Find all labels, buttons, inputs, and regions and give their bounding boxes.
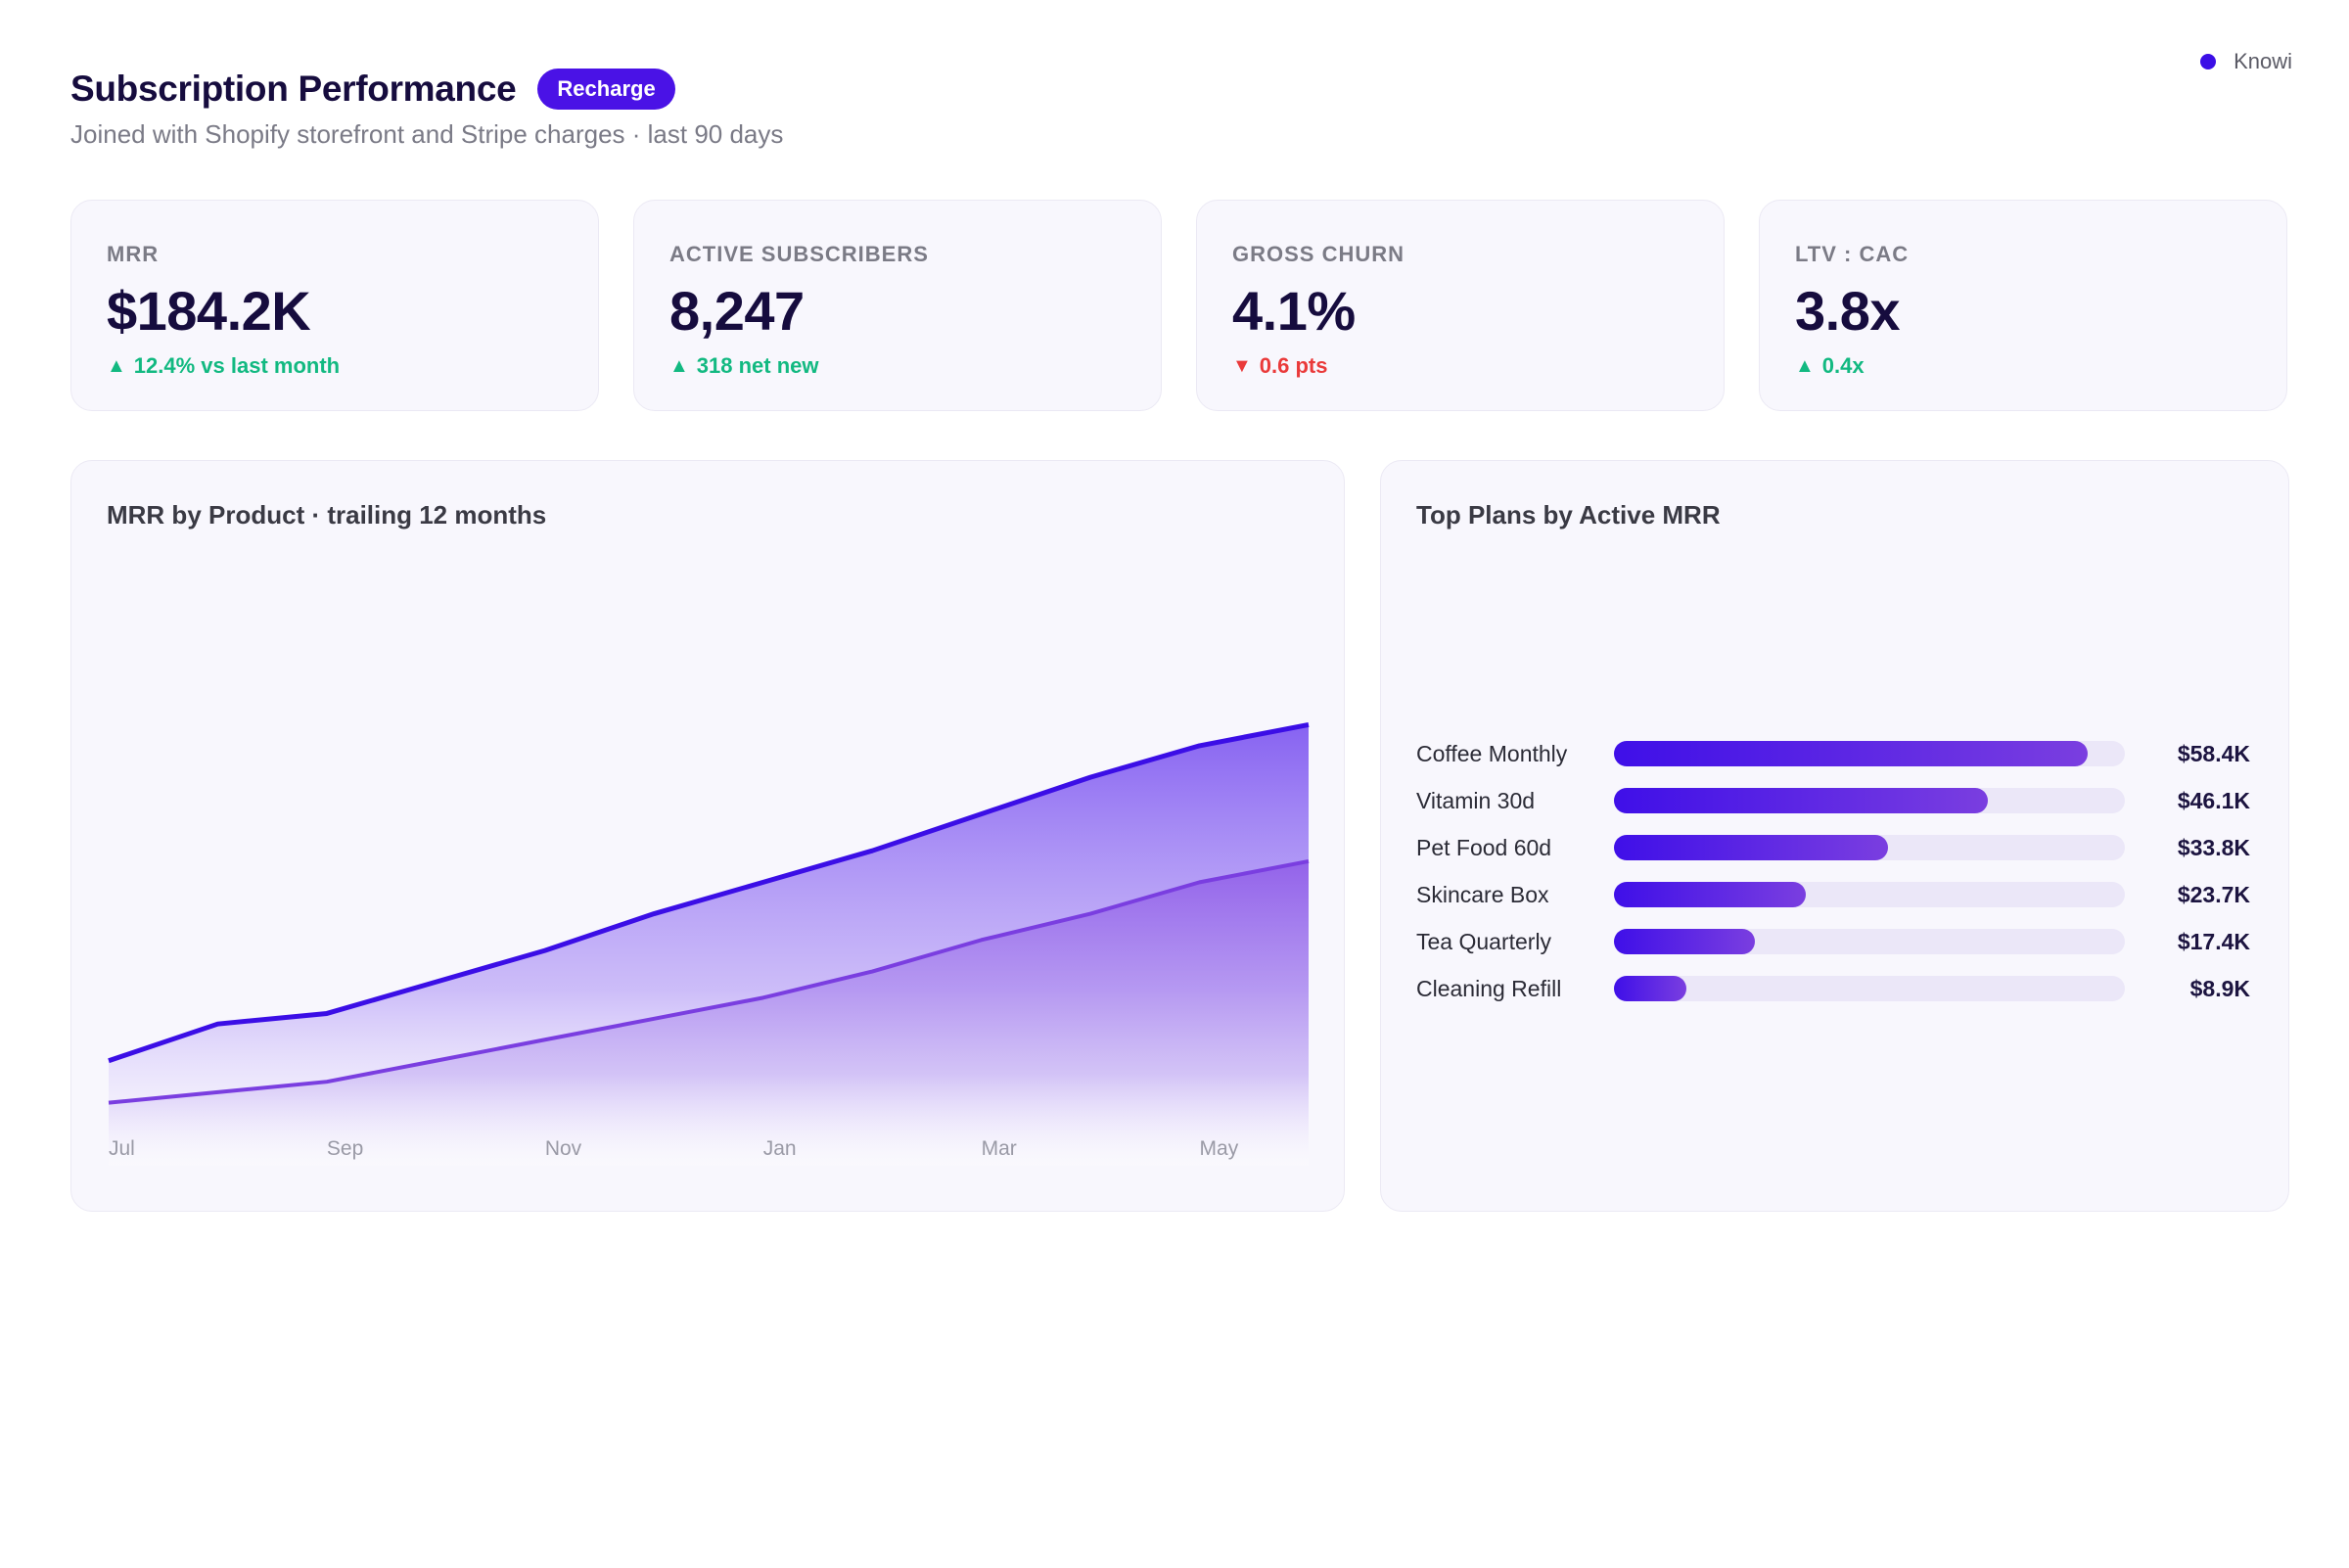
kpi-value: 8,247 (669, 280, 805, 342)
kpi-label: LTV : CAC (1795, 242, 1910, 266)
plan-bar (1614, 835, 1889, 860)
plan-bar (1614, 976, 1686, 1001)
kpi-label: GROSS CHURN (1232, 242, 1405, 266)
plan-value-label: $46.1K (2177, 788, 2250, 813)
plan-bar (1614, 741, 2088, 766)
area-layer (108, 721, 1310, 1166)
mrr-area-chart-card: MRR by Product · trailing 12 months Jul S… (70, 460, 1345, 1212)
plan-bar-track (1614, 835, 2125, 860)
line-series-1 (108, 721, 1310, 1064)
kpi-label: ACTIVE SUBSCRIBERS (669, 242, 929, 266)
kpi-delta: ▲ 12.4% vs last month (107, 353, 340, 379)
plans-chart-title: Top Plans by Active MRR (1416, 500, 1721, 530)
plan-name: Cleaning Refill (1416, 976, 1562, 1001)
plan-value-label: $33.8K (2177, 835, 2250, 860)
plan-bar-track (1614, 929, 2125, 954)
kpi-delta-text: 12.4% vs last month (133, 353, 341, 378)
kpi-delta-text: 318 net new (696, 353, 819, 378)
plan-value-label: $23.7K (2177, 882, 2250, 907)
plan-row[interactable]: Vitamin 30d $46.1K (1416, 786, 2250, 815)
brand[interactable]: Knowi (2200, 49, 2292, 74)
kpi-value: 4.1% (1232, 280, 1356, 342)
kpi-label: MRR (107, 242, 160, 266)
area-chart-title: MRR by Product · trailing 12 months (107, 500, 547, 530)
x-axis-ticks: Jul Sep Nov Jan Mar May (109, 1137, 1239, 1160)
arrow-up-icon: ▲ (107, 354, 126, 377)
plan-value-label: $17.4K (2177, 929, 2250, 954)
page-title: Subscription Performance (70, 69, 517, 109)
plan-row[interactable]: Cleaning Refill $8.9K (1416, 974, 2250, 1003)
kpi-delta-text: 0.4x (1821, 353, 1865, 378)
plan-row[interactable]: Tea Quarterly $17.4K (1416, 927, 2250, 956)
top-plans-card: Top Plans by Active MRR Coffee Monthly $5… (1380, 460, 2289, 1212)
kpi-value: $184.2K (107, 280, 311, 342)
x-tick-label: Jul (109, 1137, 135, 1160)
title-row: Subscription Performance Recharge (70, 69, 783, 110)
arrow-down-icon: ▼ (1232, 354, 1252, 377)
brand-dot-icon (2200, 54, 2217, 69)
page-subtitle: Joined with Shopify storefront and Strip… (70, 119, 784, 149)
x-tick-label: Mar (982, 1137, 1017, 1160)
kpi-delta: ▲ 0.4x (1795, 353, 1865, 379)
mrr-area-chart[interactable]: Jul Sep Nov Jan Mar May (71, 461, 1346, 1213)
plan-bar-track (1614, 788, 2125, 813)
arrow-up-icon: ▲ (669, 354, 689, 377)
area-fill-series-2 (109, 860, 1309, 1166)
plan-name: Skincare Box (1416, 882, 1549, 907)
x-tick-label: Nov (545, 1137, 582, 1160)
plan-name: Tea Quarterly (1416, 929, 1552, 954)
kpi-value: 3.8x (1795, 280, 1901, 342)
line-series-2 (108, 858, 1310, 1105)
plan-value-label: $58.4K (2177, 741, 2250, 766)
plan-row[interactable]: Coffee Monthly $58.4K (1416, 739, 2250, 768)
kpi-delta-text: 0.6 pts (1259, 353, 1328, 378)
kpi-card-active-subscribers[interactable]: ACTIVE SUBSCRIBERS 8,247 ▲ 318 net new (633, 200, 1162, 411)
plan-name: Coffee Monthly (1416, 741, 1568, 766)
kpi-delta: ▼ 0.6 pts (1232, 353, 1328, 379)
x-tick-label: May (1200, 1137, 1239, 1160)
page-header: Subscription Performance Recharge Joined… (70, 69, 783, 150)
source-badge[interactable]: Recharge (537, 69, 675, 110)
plan-bar (1614, 882, 1807, 907)
kpi-card-mrr[interactable]: MRR $184.2K ▲ 12.4% vs last month (70, 200, 599, 411)
plan-bar (1614, 929, 1756, 954)
brand-name: Knowi (2234, 49, 2292, 73)
plan-row[interactable]: Skincare Box $23.7K (1416, 880, 2250, 909)
plan-bar-track (1614, 741, 2125, 766)
plan-bar-track (1614, 882, 2125, 907)
x-tick-label: Jan (763, 1137, 797, 1160)
plan-value-label: $8.9K (2189, 976, 2250, 1001)
kpi-delta: ▲ 318 net new (669, 353, 819, 379)
x-tick-label: Sep (327, 1137, 363, 1160)
plan-bar-track (1614, 976, 2125, 1001)
plan-row[interactable]: Pet Food 60d $33.8K (1416, 833, 2250, 862)
plan-name: Pet Food 60d (1416, 835, 1552, 860)
arrow-up-icon: ▲ (1795, 354, 1815, 377)
plan-name: Vitamin 30d (1416, 788, 1536, 813)
plan-bar (1614, 788, 1988, 813)
kpi-card-ltv-cac[interactable]: LTV : CAC 3.8x ▲ 0.4x (1759, 200, 2287, 411)
kpi-card-gross-churn[interactable]: GROSS CHURN 4.1% ▼ 0.6 pts (1196, 200, 1725, 411)
